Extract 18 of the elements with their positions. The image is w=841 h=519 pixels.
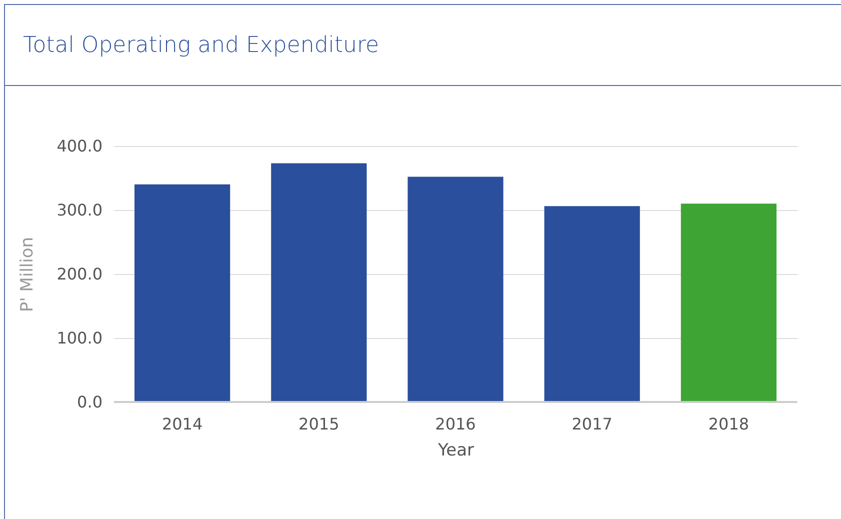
bar: [680, 204, 777, 402]
y-tick-label: 100.0: [56, 328, 102, 348]
bar: [544, 206, 640, 402]
y-axis-title: P' Million: [18, 236, 38, 312]
bar: [408, 176, 504, 402]
y-tick-label: 200.0: [56, 264, 102, 284]
x-tick-label: 2017: [572, 414, 612, 434]
bar: [271, 163, 367, 402]
y-tick-label: 400.0: [56, 136, 102, 156]
chart-title: Total Operating and Expenditure: [5, 5, 841, 86]
x-tick-label: 2016: [435, 414, 476, 434]
x-tick-label: 2018: [708, 414, 750, 434]
x-tick-label: 2014: [162, 414, 203, 434]
x-axis-title: Year: [437, 440, 474, 460]
y-tick-label: 0.0: [77, 392, 102, 412]
x-tick-label: 2015: [298, 414, 340, 434]
bar: [134, 184, 230, 402]
y-tick-label: 300.0: [56, 200, 102, 220]
